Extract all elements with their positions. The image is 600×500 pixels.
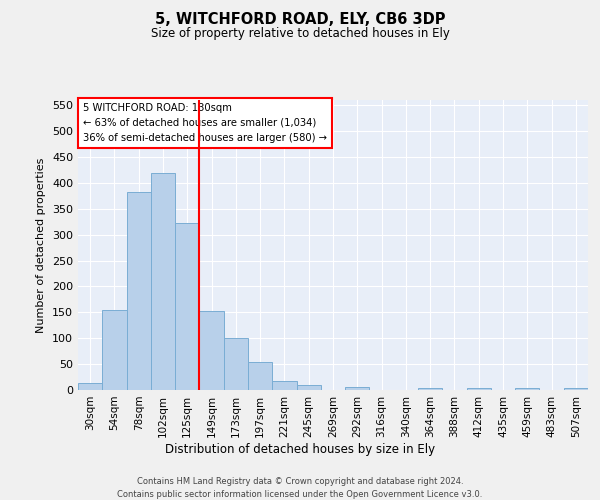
Y-axis label: Number of detached properties: Number of detached properties xyxy=(37,158,46,332)
Text: 5, WITCHFORD ROAD, ELY, CB6 3DP: 5, WITCHFORD ROAD, ELY, CB6 3DP xyxy=(155,12,445,28)
Bar xyxy=(272,380,296,390)
Bar xyxy=(78,384,102,390)
Bar xyxy=(564,388,588,390)
Bar xyxy=(248,362,272,390)
Bar xyxy=(224,338,248,390)
Text: Size of property relative to detached houses in Ely: Size of property relative to detached ho… xyxy=(151,28,449,40)
Bar xyxy=(127,192,151,390)
Text: Contains public sector information licensed under the Open Government Licence v3: Contains public sector information licen… xyxy=(118,490,482,499)
Bar xyxy=(515,388,539,390)
Bar xyxy=(296,385,321,390)
Bar xyxy=(175,222,199,390)
Bar xyxy=(418,388,442,390)
Bar xyxy=(199,312,224,390)
Text: Distribution of detached houses by size in Ely: Distribution of detached houses by size … xyxy=(165,442,435,456)
Bar xyxy=(151,172,175,390)
Bar xyxy=(467,388,491,390)
Bar xyxy=(345,388,370,390)
Bar xyxy=(102,310,127,390)
Text: Contains HM Land Registry data © Crown copyright and database right 2024.: Contains HM Land Registry data © Crown c… xyxy=(137,478,463,486)
Text: 5 WITCHFORD ROAD: 130sqm
← 63% of detached houses are smaller (1,034)
36% of sem: 5 WITCHFORD ROAD: 130sqm ← 63% of detach… xyxy=(83,103,327,142)
